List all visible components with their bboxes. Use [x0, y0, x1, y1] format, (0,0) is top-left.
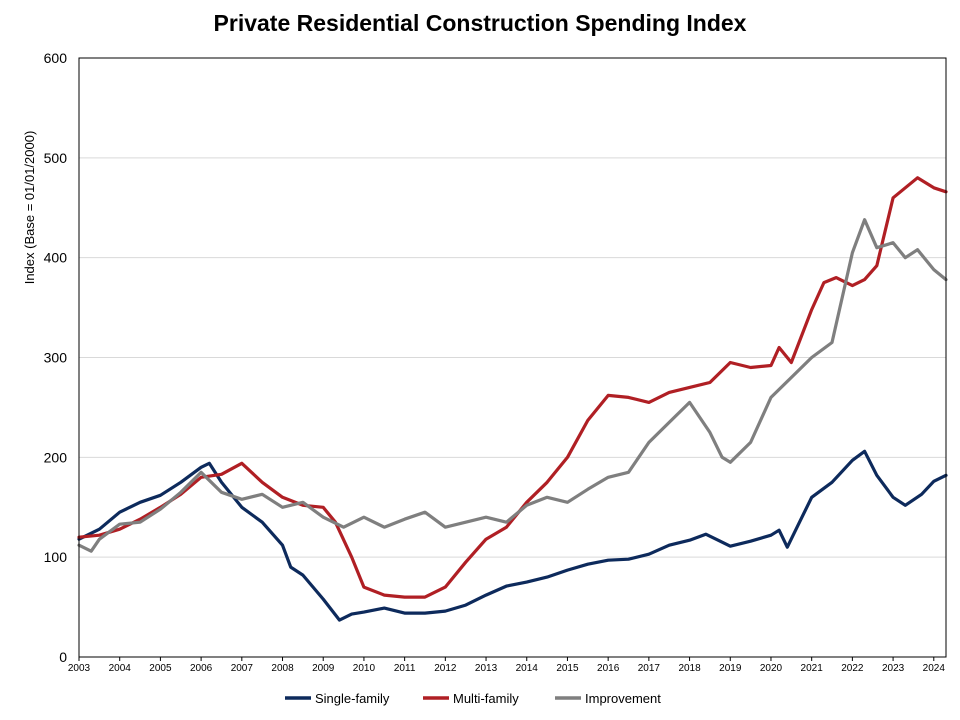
x-tick-label: 2016 — [597, 663, 620, 674]
x-tick-label: 2010 — [353, 663, 376, 674]
chart-title: Private Residential Construction Spendin… — [213, 10, 747, 36]
y-tick-label: 300 — [44, 350, 68, 366]
x-tick-label: 2013 — [475, 663, 498, 674]
legend-label: Improvement — [585, 691, 661, 706]
x-tick-label: 2018 — [678, 663, 701, 674]
x-tick-label: 2009 — [312, 663, 335, 674]
gridlines — [79, 157, 946, 558]
x-tick-label: 2017 — [638, 663, 661, 674]
x-tick-label: 2011 — [394, 663, 416, 674]
y-tick-label: 100 — [44, 549, 68, 565]
x-axis-ticks: 2003 2004 2005 2006 2007 2008 2009 2010 2011 2012… — [68, 657, 945, 674]
y-tick-label: 500 — [44, 150, 68, 166]
y-tick-label: 0 — [59, 649, 67, 665]
plot-frame — [78, 57, 947, 658]
legend-label: Single-family — [315, 691, 390, 706]
series-line-improvement — [77, 218, 948, 553]
x-tick-label: 2020 — [760, 663, 783, 674]
y-axis-ticks: 0 100 200 300 400 500 600 — [44, 50, 68, 665]
y-tick-label: 200 — [44, 449, 68, 465]
x-tick-label: 2024 — [923, 663, 946, 674]
series-line-multi-family — [77, 176, 948, 599]
x-tick-label: 2008 — [271, 663, 294, 674]
x-tick-label: 2003 — [68, 663, 91, 674]
x-tick-label: 2005 — [149, 663, 172, 674]
x-tick-label: 2006 — [190, 663, 213, 674]
legend-label: Multi-family — [453, 691, 519, 706]
x-tick-label: 2015 — [556, 663, 579, 674]
x-tick-label: 2019 — [719, 663, 742, 674]
legend: Single-family Multi-family Improvement — [285, 691, 661, 706]
x-tick-label: 2023 — [882, 663, 905, 674]
y-axis-label: Index (Base = 01/01/2000) — [22, 131, 37, 285]
x-tick-label: 2021 — [801, 663, 824, 674]
series-lines — [77, 176, 948, 622]
y-tick-label: 600 — [44, 50, 68, 66]
x-tick-label: 2007 — [231, 663, 254, 674]
x-tick-label: 2014 — [516, 663, 539, 674]
x-tick-label: 2004 — [109, 663, 132, 674]
x-tick-label: 2022 — [841, 663, 864, 674]
x-tick-label: 2012 — [434, 663, 457, 674]
y-tick-label: 400 — [44, 250, 68, 266]
